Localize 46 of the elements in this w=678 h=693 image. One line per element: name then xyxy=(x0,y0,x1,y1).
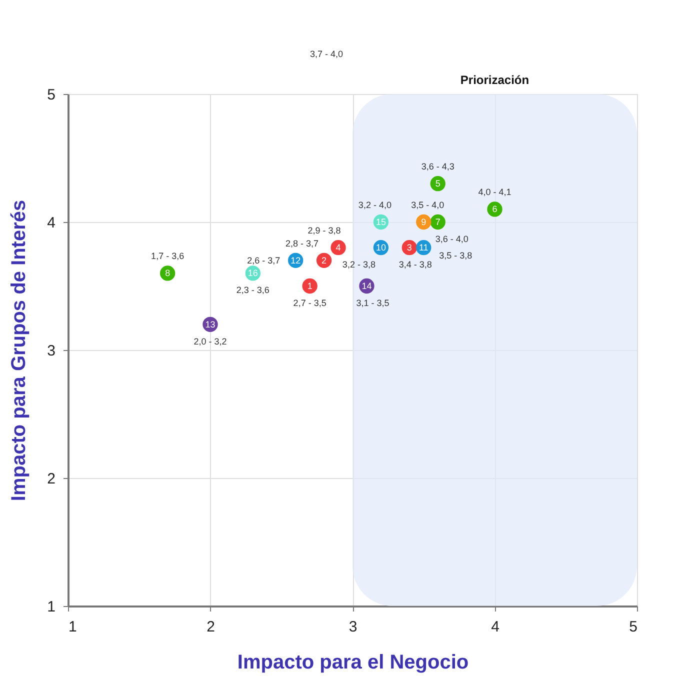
data-label: 3,4 - 3,8 xyxy=(398,260,432,270)
data-label: 3,6 - 4,0 xyxy=(435,234,468,244)
x-tick-label: 2 xyxy=(206,618,215,636)
annotation: 16 xyxy=(248,268,258,278)
annotation: 5 xyxy=(435,178,440,189)
data-label: 2,0 - 3,2 xyxy=(194,336,227,346)
data-label: 1,7 - 3,6 xyxy=(151,251,184,262)
annotation: 8 xyxy=(165,268,170,278)
annotation: 6 xyxy=(492,204,498,214)
data-label: 2,9 - 3,8 xyxy=(308,226,341,236)
data-label: 3,5 - 3,8 xyxy=(439,250,472,261)
data-label: 3,2 - 4,0 xyxy=(358,200,392,210)
annotation: 4 xyxy=(336,242,341,253)
annotation: 13 xyxy=(205,319,216,330)
annotation: 14 xyxy=(362,281,372,291)
annotation: 2 xyxy=(322,255,327,266)
y-tick-label: 5 xyxy=(47,86,56,104)
y-axis-title: Impacto para Grupos de Interés xyxy=(8,200,30,502)
data-label: 3,5 - 4,0 xyxy=(411,200,444,210)
data-label: 3,2 - 3,8 xyxy=(342,260,376,270)
data-label: 2,8 - 3,7 xyxy=(286,238,319,248)
text: 3,7 - 4,0 xyxy=(310,49,344,59)
data-label: 4,0 - 4,1 xyxy=(478,187,512,198)
annotation: 9 xyxy=(421,217,426,227)
annotation: 10 xyxy=(376,242,386,253)
annotation: 15 xyxy=(376,217,386,227)
y-tick-label: 3 xyxy=(47,342,56,360)
y-tick-label: 4 xyxy=(47,214,56,232)
annotation: 1 xyxy=(307,281,312,291)
band-label: Priorización xyxy=(460,73,530,87)
data-label: 3,1 - 3,5 xyxy=(356,298,390,308)
annotation: 11 xyxy=(418,242,428,253)
data-label: 3,6 - 4,3 xyxy=(421,162,454,172)
x-tick-label: 1 xyxy=(68,618,77,636)
data-label: 2,7 - 3,5 xyxy=(293,298,326,308)
x-tick-label: 3 xyxy=(348,618,358,636)
x-axis-title: Impacto para el Negocio xyxy=(237,652,469,674)
x-tick-label: 5 xyxy=(629,618,638,636)
annotation: 7 xyxy=(435,217,440,227)
annotation: 12 xyxy=(290,255,301,266)
data-label: 2,3 - 3,6 xyxy=(236,285,270,296)
y-tick-label: 1 xyxy=(47,598,56,616)
x-tick-label: 4 xyxy=(491,618,500,636)
annotation: 3 xyxy=(406,242,412,253)
data-label: 2,6 - 3,7 xyxy=(247,255,280,266)
y-tick-label: 2 xyxy=(47,470,56,488)
